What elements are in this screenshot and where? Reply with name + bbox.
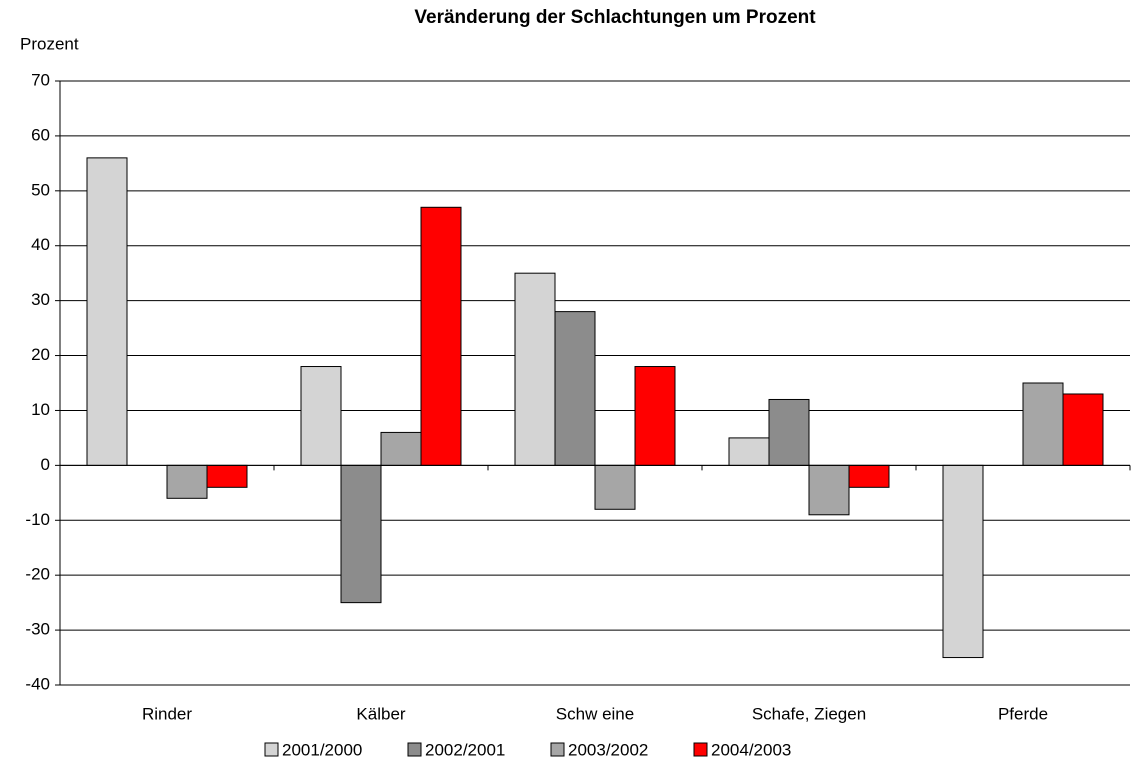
- x-tick-label: Kälber: [356, 704, 405, 723]
- y-tick-label: -10: [25, 510, 50, 529]
- x-tick-label: Schafe, Ziegen: [752, 704, 866, 723]
- bar: [634, 366, 676, 466]
- bar: [206, 464, 248, 488]
- y-tick-label: 20: [31, 345, 50, 364]
- bar: [166, 464, 208, 499]
- bar: [1062, 393, 1104, 466]
- y-tick-label: 40: [31, 235, 50, 254]
- bar: [594, 464, 636, 510]
- bar: [848, 464, 890, 488]
- x-tick-label: Rinder: [142, 704, 192, 723]
- legend-swatch: [407, 742, 422, 757]
- bar: [380, 431, 422, 466]
- bar: [514, 272, 556, 466]
- bar: [728, 437, 770, 466]
- bar: [300, 366, 342, 466]
- y-tick-label: 60: [31, 125, 50, 144]
- bar: [808, 464, 850, 516]
- y-axis-label: Prozent: [20, 34, 79, 53]
- legend-label: 2003/2002: [568, 740, 648, 759]
- y-tick-label: -40: [25, 674, 50, 693]
- legend-swatch: [264, 742, 279, 757]
- x-tick-label: Schw eine: [556, 704, 634, 723]
- x-tick-label: Pferde: [998, 704, 1048, 723]
- y-tick-label: 30: [31, 290, 50, 309]
- y-tick-label: 50: [31, 180, 50, 199]
- bar: [942, 464, 984, 659]
- y-tick-label: 70: [31, 70, 50, 89]
- bar: [554, 311, 596, 466]
- chart-title: Veränderung der Schlachtungen um Prozent: [414, 7, 816, 28]
- y-tick-label: -30: [25, 620, 50, 639]
- y-tick-label: -20: [25, 565, 50, 584]
- bar: [420, 206, 462, 466]
- bar: [1022, 382, 1064, 466]
- bar: [768, 398, 810, 466]
- bar: [86, 157, 128, 466]
- y-tick-label: 0: [41, 455, 50, 474]
- y-tick-label: 10: [31, 400, 50, 419]
- bar: [340, 464, 382, 604]
- legend-swatch: [693, 742, 708, 757]
- legend-swatch: [550, 742, 565, 757]
- legend-label: 2004/2003: [711, 740, 791, 759]
- legend-label: 2001/2000: [282, 740, 362, 759]
- legend-label: 2002/2001: [425, 740, 505, 759]
